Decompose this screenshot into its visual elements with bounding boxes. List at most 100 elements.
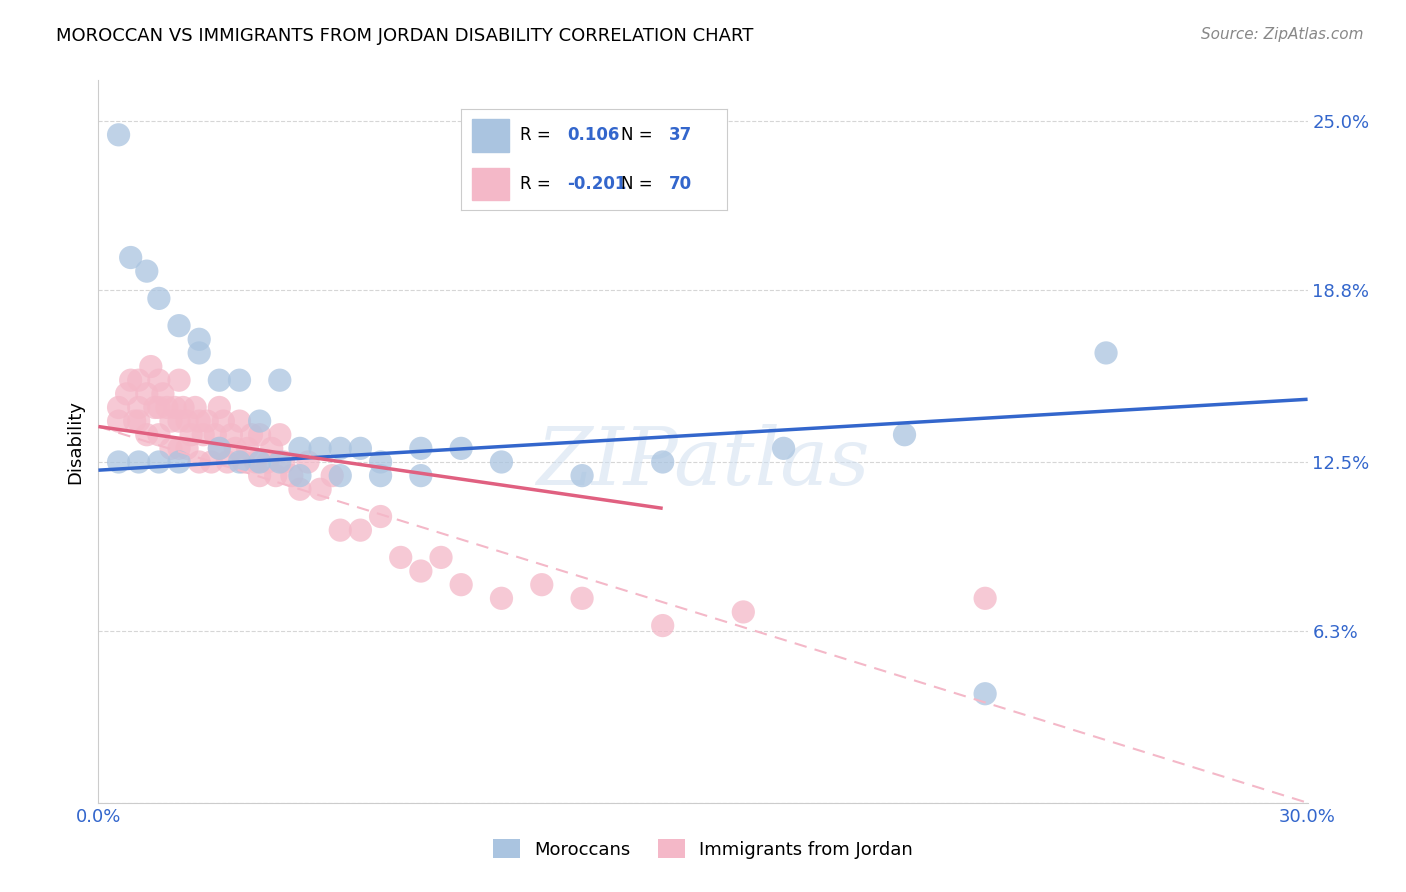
Point (256, 455, 278, 469)
Point (281, 468, 304, 483)
Point (193, 427, 215, 442)
Point (163, 401, 186, 415)
Point (208, 401, 231, 415)
Point (156, 401, 179, 415)
Point (309, 442, 332, 456)
Point (176, 442, 198, 456)
Point (651, 618, 673, 632)
Point (184, 401, 207, 415)
Legend: Moroccans, Immigrants from Jordan: Moroccans, Immigrants from Jordan (485, 832, 921, 866)
Point (249, 455, 271, 469)
Point (370, 455, 392, 469)
Point (228, 373, 250, 387)
Point (208, 442, 231, 456)
Point (733, 605, 755, 619)
Point (128, 401, 150, 415)
Point (273, 455, 295, 469)
Text: ZIPatlas: ZIPatlas (536, 425, 870, 502)
Point (176, 414, 198, 428)
Point (228, 455, 250, 469)
Point (236, 442, 259, 456)
Point (107, 455, 129, 469)
Point (188, 455, 211, 469)
Point (143, 401, 166, 415)
Point (409, 468, 432, 483)
Point (772, 442, 794, 456)
Point (139, 359, 162, 374)
Point (172, 401, 194, 415)
Point (120, 373, 142, 387)
Point (232, 455, 254, 469)
Point (128, 455, 150, 469)
Point (148, 292, 170, 306)
Point (107, 128, 129, 142)
Point (409, 564, 432, 578)
Point (269, 373, 291, 387)
Point (370, 509, 392, 524)
Point (107, 414, 129, 428)
Point (260, 442, 283, 456)
Point (148, 427, 170, 442)
Point (389, 550, 412, 565)
Point (349, 523, 371, 537)
Point (180, 427, 202, 442)
Point (148, 401, 170, 415)
Point (240, 427, 263, 442)
Point (297, 455, 319, 469)
Point (651, 455, 673, 469)
Point (160, 442, 183, 456)
Point (245, 455, 267, 469)
Point (115, 387, 138, 401)
Point (135, 427, 157, 442)
Point (228, 414, 250, 428)
Y-axis label: Disability: Disability (66, 400, 84, 483)
Point (208, 373, 231, 387)
Point (571, 591, 593, 606)
Point (167, 455, 190, 469)
Point (370, 468, 392, 483)
Point (249, 468, 271, 483)
Point (167, 414, 190, 428)
Point (221, 427, 243, 442)
Point (571, 468, 593, 483)
Point (430, 550, 453, 565)
Point (188, 414, 211, 428)
Point (107, 401, 129, 415)
Point (148, 455, 170, 469)
Point (288, 468, 311, 483)
Point (224, 442, 246, 456)
Point (409, 442, 432, 456)
Point (128, 373, 150, 387)
Point (188, 332, 211, 346)
Point (124, 414, 146, 428)
Point (288, 482, 311, 496)
Point (450, 442, 472, 456)
Point (321, 468, 343, 483)
Point (135, 387, 157, 401)
Point (893, 427, 915, 442)
Point (249, 414, 271, 428)
Point (200, 455, 222, 469)
Point (195, 414, 218, 428)
Point (349, 442, 371, 456)
Point (204, 427, 226, 442)
Point (160, 414, 183, 428)
Point (188, 346, 211, 360)
Point (329, 468, 352, 483)
Point (974, 591, 997, 606)
Point (120, 251, 142, 265)
Point (491, 455, 513, 469)
Point (269, 455, 291, 469)
Point (530, 577, 553, 591)
Point (269, 427, 291, 442)
Point (264, 468, 287, 483)
Point (329, 523, 352, 537)
Point (288, 442, 311, 456)
Point (128, 414, 150, 428)
Text: MOROCCAN VS IMMIGRANTS FROM JORDAN DISABILITY CORRELATION CHART: MOROCCAN VS IMMIGRANTS FROM JORDAN DISAB… (56, 27, 754, 45)
Point (212, 414, 235, 428)
Point (450, 577, 472, 591)
Point (249, 427, 271, 442)
Text: Source: ZipAtlas.com: Source: ZipAtlas.com (1201, 27, 1364, 42)
Point (167, 442, 190, 456)
